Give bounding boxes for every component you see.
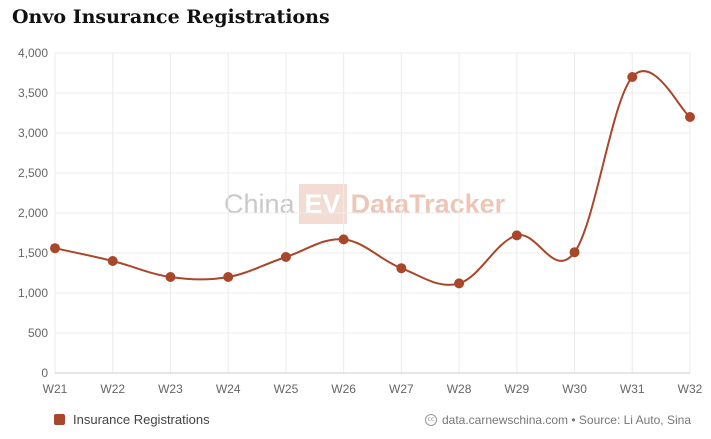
data-point [50, 243, 60, 254]
legend-swatch [54, 414, 65, 425]
y-tick-label: 3,500 [18, 86, 48, 100]
x-tick-label: W24 [216, 382, 241, 396]
legend[interactable]: Insurance Registrations [54, 412, 210, 427]
chart-title: Onvo Insurance Registrations [12, 6, 330, 28]
data-point [165, 272, 176, 282]
x-tick-label: W27 [389, 382, 414, 396]
data-point [511, 230, 522, 241]
data-point [280, 252, 291, 262]
data-point [223, 272, 234, 282]
data-point [396, 263, 407, 274]
x-tick-label: W30 [562, 382, 587, 396]
y-tick-label: 1,500 [18, 246, 48, 260]
data-point [107, 256, 118, 266]
x-tick-label: W26 [331, 382, 356, 396]
x-tick-label: W21 [43, 382, 68, 396]
data-point [569, 247, 580, 258]
source-note: cc data.carnewschina.com • Source: Li Au… [424, 413, 691, 427]
data-point [627, 72, 638, 82]
x-tick-label: W28 [447, 382, 472, 396]
x-tick-label: W32 [678, 382, 703, 396]
x-tick-label: W22 [100, 382, 125, 396]
x-tick-label: W31 [620, 382, 645, 396]
x-tick-label: W29 [504, 382, 529, 396]
y-tick-label: 1,000 [18, 286, 48, 300]
data-point [454, 278, 465, 289]
y-tick-label: 500 [28, 326, 48, 340]
source-text: data.carnewschina.com • Source: Li Auto,… [441, 413, 691, 427]
data-point [338, 234, 349, 245]
x-tick-label: W23 [158, 382, 183, 396]
y-tick-label: 2,500 [18, 166, 48, 180]
y-tick-label: 3,000 [18, 126, 48, 140]
data-point [685, 112, 695, 122]
y-tick-label: 0 [41, 366, 48, 380]
y-tick-label: 2,000 [18, 206, 48, 220]
y-tick-label: 4,000 [18, 46, 48, 60]
x-tick-label: W25 [274, 382, 299, 396]
cc-icon: cc [424, 414, 437, 426]
legend-label: Insurance Registrations [73, 412, 210, 427]
